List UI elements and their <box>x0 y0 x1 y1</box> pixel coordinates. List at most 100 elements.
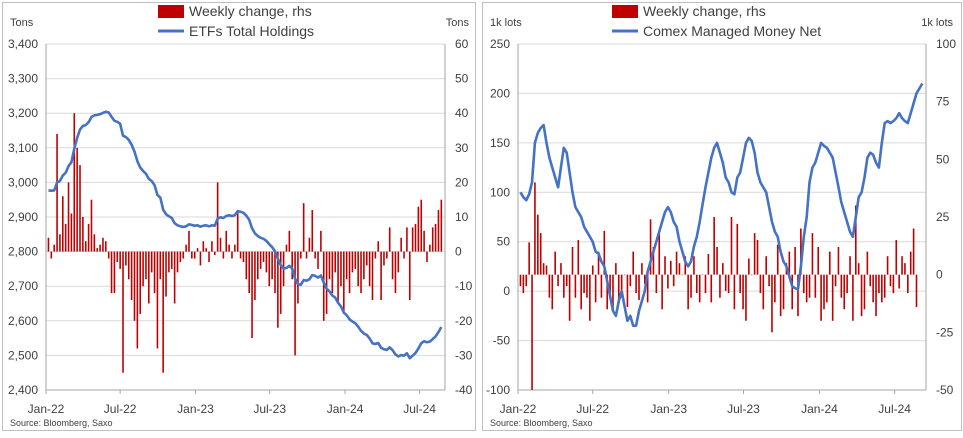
weekly-change-bar <box>236 210 239 252</box>
weekly-change-bar <box>583 274 585 294</box>
weekly-change-bar <box>199 251 202 266</box>
weekly-change-bar <box>219 237 222 252</box>
etf-line-series <box>48 110 443 360</box>
weekly-change-bar <box>895 240 898 275</box>
weekly-change-bar <box>733 274 736 310</box>
weekly-change-bar <box>863 274 866 310</box>
weekly-change-bar <box>779 274 782 317</box>
weekly-change-bar <box>320 230 322 252</box>
weekly-change-bar <box>242 251 245 262</box>
weekly-change-bar <box>305 251 308 259</box>
weekly-change-bar <box>612 274 614 310</box>
y-right-tick-label: -25 <box>936 325 954 339</box>
weekly-change-bar <box>909 251 912 275</box>
weekly-change-bar <box>302 203 305 252</box>
y-left-tick-label: 2,700 <box>8 279 38 293</box>
weekly-change-bar <box>609 274 611 294</box>
weekly-change-bar <box>765 256 767 275</box>
y-right-tick-label: -40 <box>455 383 473 397</box>
weekly-change-bar <box>915 274 918 307</box>
weekly-change-bar <box>408 251 411 301</box>
weekly-change-bar <box>661 274 663 310</box>
y-right-tick-label: 30 <box>455 141 469 155</box>
x-tick-label: Jan-24 <box>801 402 838 416</box>
legend-swatch-bar <box>612 5 638 18</box>
weekly-change-bar <box>525 274 528 287</box>
weekly-change-bar <box>96 248 99 252</box>
weekly-change-bar <box>397 251 400 273</box>
y-right-tick-label: -30 <box>455 348 473 362</box>
weekly-change-bar <box>420 199 423 252</box>
y-left-tick-label: 150 <box>490 136 510 150</box>
x-tick-label: Jul-23 <box>727 402 760 416</box>
weekly-change-bar <box>826 274 828 303</box>
weekly-change-bar <box>429 244 431 252</box>
weekly-change-bar <box>664 256 666 275</box>
x-tick-label: Jan-24 <box>327 402 364 416</box>
weekly-change-bar <box>153 251 156 294</box>
weekly-change-bar <box>262 251 265 262</box>
weekly-change-bar <box>406 227 408 252</box>
y-left-tick-label: 0 <box>503 284 510 298</box>
weekly-change-bar <box>268 251 271 287</box>
weekly-change-bar <box>130 251 133 301</box>
weekly-change-bar <box>156 251 159 349</box>
weekly-change-bar <box>727 274 730 294</box>
y-left-tick-label: 2,800 <box>8 245 38 259</box>
x-tick-label: Jul-22 <box>576 402 609 416</box>
weekly-change-bar <box>539 233 542 275</box>
weekly-change-bar <box>690 274 692 298</box>
weekly-change-bar <box>145 251 147 280</box>
weekly-change-bar <box>522 274 525 294</box>
source-note: Source: Bloomberg, Saxo <box>10 418 113 428</box>
weekly-change-bar <box>423 230 425 252</box>
weekly-change-bar <box>119 251 121 269</box>
weekly-change-bar <box>872 274 874 303</box>
weekly-change-bar <box>159 251 162 280</box>
weekly-change-bar <box>748 258 750 275</box>
weekly-change-bar <box>317 251 319 269</box>
weekly-change-bar <box>591 265 594 275</box>
weekly-change-bar <box>105 241 107 252</box>
weekly-change-bar <box>615 263 617 275</box>
y-left-tick-label: 2,900 <box>8 210 38 224</box>
y-left-tick-label: 200 <box>490 86 510 100</box>
weekly-change-bar <box>125 251 127 266</box>
weekly-change-bar <box>176 251 179 273</box>
weekly-change-bar <box>840 274 843 298</box>
weekly-change-bar <box>84 241 87 252</box>
weekly-change-bar <box>440 199 443 252</box>
weekly-change-bar <box>345 251 348 280</box>
weekly-change-bar <box>193 251 196 259</box>
weekly-change-bar <box>586 274 588 298</box>
weekly-change-bar <box>288 230 291 252</box>
weekly-change-bar <box>53 244 55 252</box>
weekly-change-bar <box>641 263 643 275</box>
weekly-change-bar <box>828 251 831 275</box>
weekly-change-bar <box>898 274 900 289</box>
weekly-change-bar <box>881 274 883 303</box>
weekly-change-bar <box>70 213 73 252</box>
right-unit-label: Tons <box>446 17 470 29</box>
weekly-change-bar <box>334 251 337 273</box>
weekly-change-bar <box>742 274 744 310</box>
weekly-change-bar <box>542 263 545 275</box>
weekly-change-bar <box>127 251 130 280</box>
weekly-change-bar <box>173 251 176 304</box>
weekly-change-bar <box>768 274 770 287</box>
weekly-change-bar <box>90 199 93 252</box>
weekly-change-bar <box>875 274 877 317</box>
weekly-change-bar <box>684 256 687 275</box>
weekly-change-bar <box>139 251 142 314</box>
weekly-change-bar <box>196 248 199 252</box>
comex-line-series <box>519 82 924 328</box>
weekly-change-bar <box>386 251 388 259</box>
weekly-change-bar <box>73 113 76 252</box>
weekly-change-bar <box>388 227 391 252</box>
weekly-change-bar <box>87 223 90 252</box>
weekly-change-bar <box>234 244 236 252</box>
weekly-change-bar <box>308 237 311 252</box>
weekly-change-bar <box>817 246 820 275</box>
weekly-change-bar <box>788 251 791 275</box>
weekly-change-bar <box>365 251 368 266</box>
